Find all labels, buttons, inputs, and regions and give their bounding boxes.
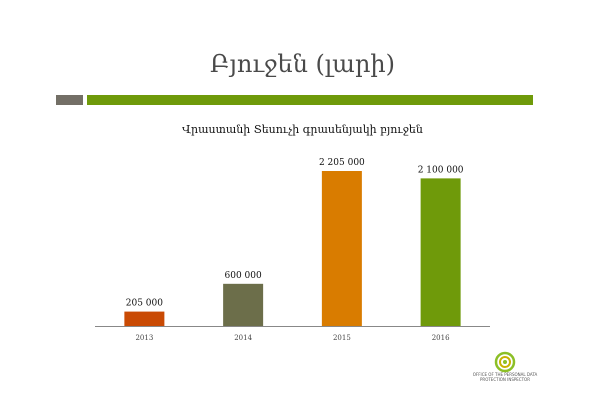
slide-title: Բյուջեն (լարի): [210, 50, 395, 78]
logo-text-line1: OFFICE OF THE PERSONAL DATA: [472, 372, 538, 377]
chart-title: Վրաստանի Տեսուչի գրասենյակի բյուջեն: [182, 123, 423, 136]
x-tick-label-2013: 2013: [135, 334, 153, 342]
x-tick-label-2015: 2015: [333, 334, 351, 342]
logo-icon: [494, 351, 516, 373]
title-rule-accent: [56, 95, 83, 105]
bar-2015: [321, 171, 362, 326]
data-label-2015: 2 205 000: [319, 158, 365, 168]
bar-2013: [124, 311, 165, 326]
bar-2016: [420, 178, 461, 326]
x-tick-label-2016: 2016: [432, 334, 450, 342]
x-tick-label-2014: 2014: [234, 334, 252, 342]
data-label-2016: 2 100 000: [418, 165, 464, 175]
bar-2014: [223, 283, 264, 326]
logo-text-line2: PROTECTION INSPECTOR: [480, 377, 530, 382]
title-rule: [87, 95, 533, 105]
data-label-2014: 600 000: [225, 271, 262, 281]
logo-text: OFFICE OF THE PERSONAL DATA PROTECTION I…: [468, 372, 542, 382]
data-label-2013: 205 000: [126, 299, 163, 309]
